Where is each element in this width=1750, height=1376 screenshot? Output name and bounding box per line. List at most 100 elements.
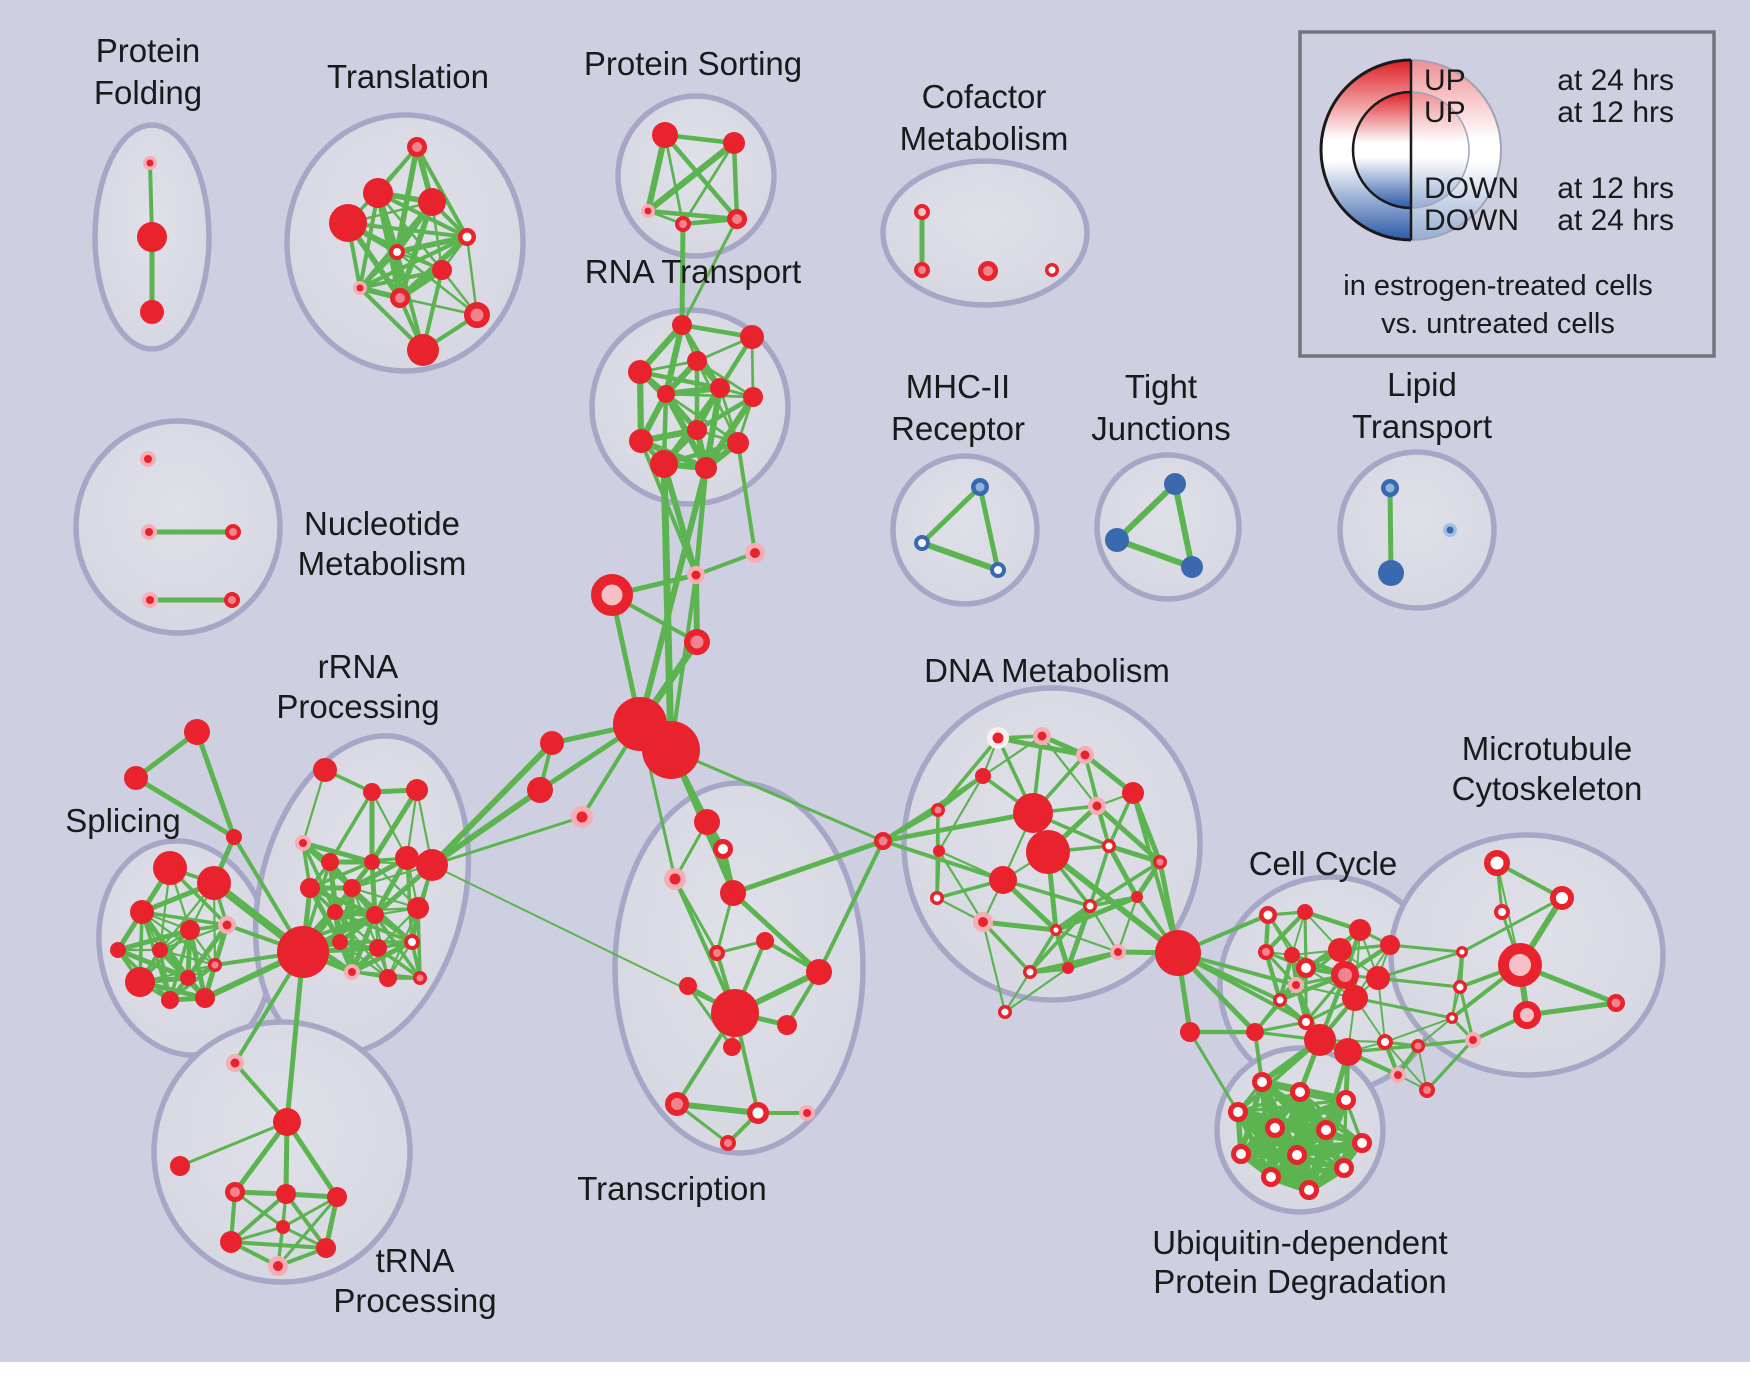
network-node <box>1033 727 1051 745</box>
network-edge <box>637 465 709 727</box>
cluster-label-nucleotide: Nucleotide <box>304 505 460 542</box>
network-node <box>933 845 945 857</box>
network-node <box>642 721 700 779</box>
network-node <box>197 866 231 900</box>
network-node <box>1443 523 1457 537</box>
network-node <box>327 904 343 920</box>
network-node <box>1377 1034 1393 1050</box>
network-node <box>1378 560 1404 586</box>
network-edge <box>1353 996 1454 1020</box>
network-node <box>364 854 380 870</box>
network-edge <box>345 220 470 240</box>
network-node <box>140 451 156 467</box>
cluster-label-mhc: MHC-II <box>906 368 1010 405</box>
network-edge <box>430 815 584 867</box>
network-node <box>1366 966 1390 990</box>
network-node <box>366 906 384 924</box>
network-node <box>723 132 745 154</box>
network-node <box>225 524 241 540</box>
network-node <box>300 878 320 898</box>
network-node <box>1252 1072 1272 1092</box>
network-node <box>353 281 367 295</box>
network-node <box>321 853 339 871</box>
network-edge <box>881 839 1005 882</box>
network-node <box>1331 961 1359 989</box>
network-node <box>363 783 381 801</box>
network-edge <box>429 740 555 868</box>
network-edge <box>694 551 757 577</box>
cluster-label-splicing: Splicing <box>65 802 181 839</box>
cluster-label-protein_folding: Folding <box>94 74 202 111</box>
network-edge <box>281 1195 339 1229</box>
bottom-margin <box>0 1362 1750 1376</box>
network-node <box>1261 1167 1281 1187</box>
network-node <box>1013 793 1053 833</box>
cluster-label-lipid: Lipid <box>1387 366 1457 403</box>
network-edge <box>880 810 1036 844</box>
network-node <box>1231 1144 1251 1164</box>
network-node <box>1131 891 1143 903</box>
network-edge <box>350 886 420 910</box>
network-node <box>687 566 705 584</box>
network-node <box>1287 1145 1307 1165</box>
network-edge <box>1106 843 1140 900</box>
network-node <box>978 261 998 281</box>
network-edge <box>1088 904 1120 954</box>
network-node <box>413 971 427 985</box>
network-edge <box>937 774 985 853</box>
network-node <box>161 991 179 1009</box>
network-node <box>695 457 717 479</box>
network-node <box>1334 1158 1354 1178</box>
network-edge <box>1417 1017 1453 1047</box>
network-edge <box>1346 1038 1475 1054</box>
network-node <box>1023 965 1037 979</box>
network-edge <box>1376 950 1464 980</box>
network-edge <box>1460 896 1564 954</box>
network-node <box>390 288 410 308</box>
network-node <box>806 959 832 985</box>
network-node <box>777 1015 797 1035</box>
network-node <box>226 1054 244 1072</box>
network-edge <box>673 877 719 955</box>
network-node <box>1419 1082 1435 1098</box>
network-edge <box>645 208 740 222</box>
network-node <box>1316 1120 1336 1140</box>
network-node <box>1045 263 1059 277</box>
network-edge <box>1188 1030 1240 1114</box>
network-node <box>1334 1038 1362 1066</box>
network-node <box>799 1105 815 1121</box>
network-node <box>1299 1180 1319 1200</box>
network-node <box>1455 946 1468 959</box>
network-node <box>130 900 154 924</box>
network-node <box>110 942 126 958</box>
network-node <box>1155 930 1201 976</box>
network-edge <box>981 920 1032 974</box>
network-node <box>657 385 675 403</box>
legend-outline <box>1351 90 1412 210</box>
network-node <box>1453 980 1467 994</box>
network-edge <box>1172 481 1195 570</box>
network-node <box>170 1156 190 1176</box>
network-node <box>1484 850 1510 876</box>
network-node <box>1062 962 1074 974</box>
cluster-ellipse-cofactor <box>880 158 1090 308</box>
network-node <box>874 832 892 850</box>
network-node <box>1273 993 1287 1007</box>
network-node <box>720 1135 736 1151</box>
network-edge <box>663 133 685 226</box>
cluster-label-tight: Junctions <box>1091 410 1230 447</box>
cluster-label-mhc: Receptor <box>891 410 1025 447</box>
network-edge <box>369 787 420 865</box>
network-edge <box>1236 1038 1322 1114</box>
network-node <box>756 932 774 950</box>
network-node <box>273 1108 301 1136</box>
network-node <box>142 592 158 608</box>
network-node <box>1110 944 1126 960</box>
network-edge <box>1088 860 1162 908</box>
network-node <box>1105 528 1129 552</box>
network-edge <box>357 234 470 291</box>
legend-time-label: at 24 hrs <box>1557 204 1674 237</box>
network-node <box>1083 899 1097 913</box>
network-edge <box>276 1195 339 1268</box>
network-edge <box>680 217 739 327</box>
